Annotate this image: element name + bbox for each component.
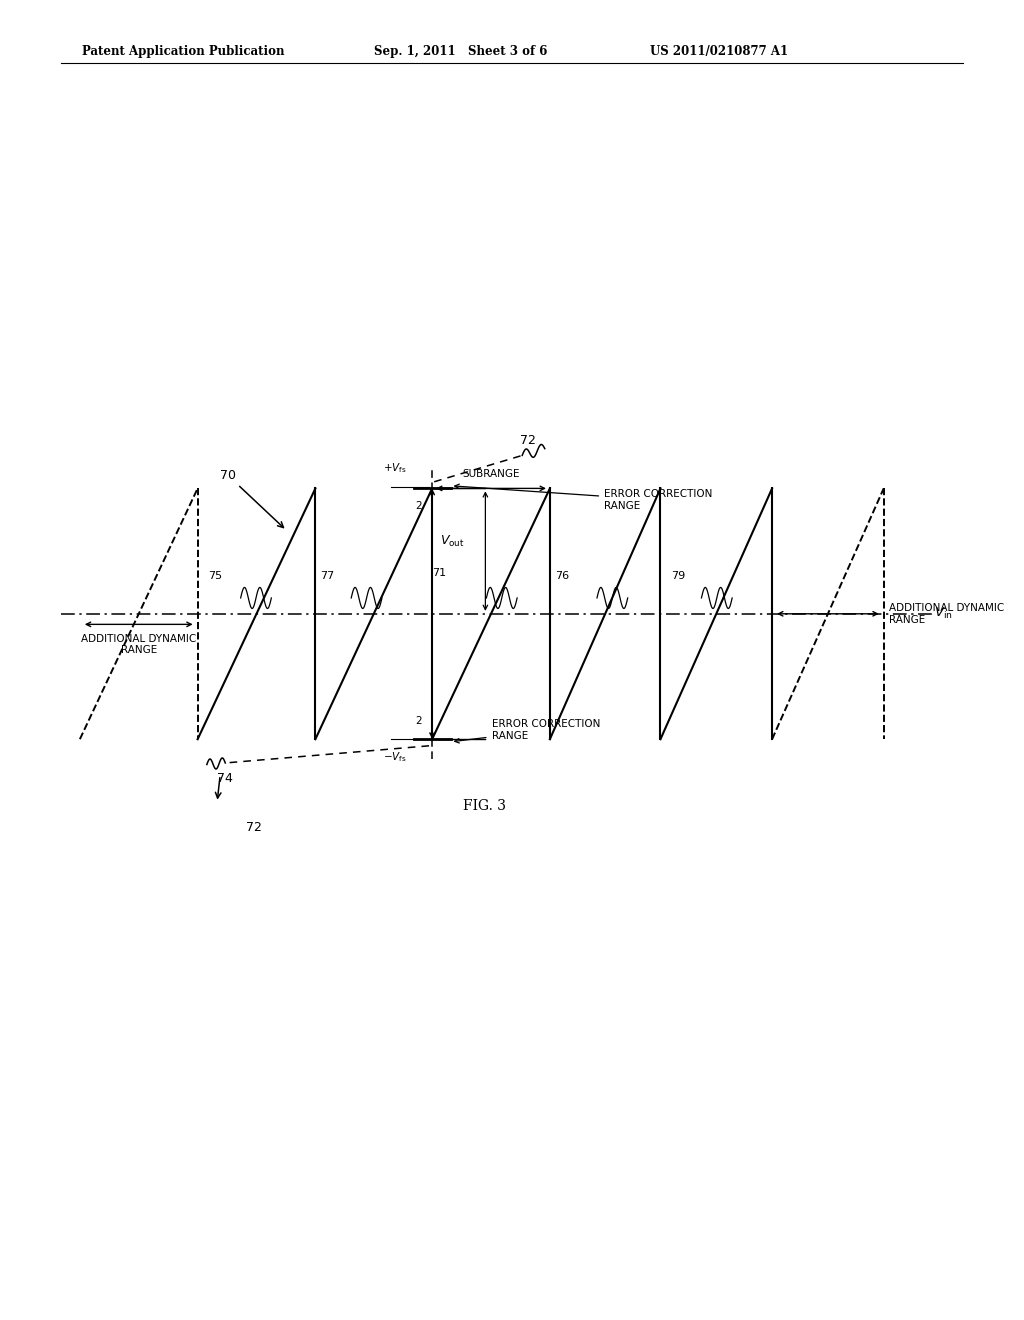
Text: 72: 72 [520,434,537,447]
Text: ERROR CORRECTION
RANGE: ERROR CORRECTION RANGE [455,719,600,743]
Text: $2$: $2$ [415,714,423,726]
Text: 76: 76 [555,570,569,581]
Text: $-V_{\rm fs}$: $-V_{\rm fs}$ [383,750,407,763]
Text: 72: 72 [246,821,262,834]
Text: Sep. 1, 2011   Sheet 3 of 6: Sep. 1, 2011 Sheet 3 of 6 [374,45,547,58]
Text: ADDITIONAL DYNAMIC
RANGE: ADDITIONAL DYNAMIC RANGE [81,634,197,655]
Text: 79: 79 [671,570,685,581]
Text: ADDITIONAL DYNAMIC
RANGE: ADDITIONAL DYNAMIC RANGE [889,603,1005,624]
Text: 74: 74 [217,772,233,785]
Text: $V_{\rm in}$: $V_{\rm in}$ [934,606,952,622]
Text: 75: 75 [208,570,222,581]
Text: US 2011/0210877 A1: US 2011/0210877 A1 [650,45,788,58]
Text: 77: 77 [321,570,335,581]
Text: SUBRANGE: SUBRANGE [462,469,520,479]
Text: ERROR CORRECTION
RANGE: ERROR CORRECTION RANGE [455,484,713,511]
Text: FIG. 3: FIG. 3 [463,799,506,813]
Text: $V_{\rm out}$: $V_{\rm out}$ [440,533,465,549]
Text: 71: 71 [432,568,446,578]
Text: $+V_{\rm fs}$: $+V_{\rm fs}$ [383,462,407,475]
Text: Patent Application Publication: Patent Application Publication [82,45,285,58]
Text: 70: 70 [220,469,237,482]
Text: $2$: $2$ [415,499,423,511]
